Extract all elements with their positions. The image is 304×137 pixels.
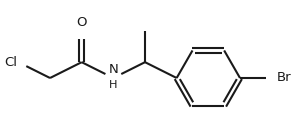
- Text: O: O: [76, 16, 87, 29]
- Text: Cl: Cl: [4, 56, 17, 69]
- Text: N: N: [109, 63, 118, 76]
- Text: Br: Br: [276, 72, 291, 85]
- Text: H: H: [109, 80, 118, 90]
